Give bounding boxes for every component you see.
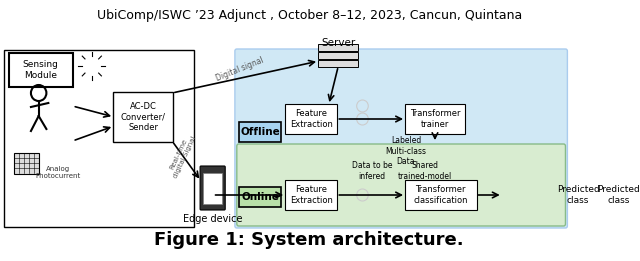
Text: Predicted
class: Predicted class bbox=[597, 185, 640, 205]
FancyBboxPatch shape bbox=[239, 122, 282, 142]
Text: Analog
Photocurrent: Analog Photocurrent bbox=[35, 167, 81, 180]
Text: Transformer
classification: Transformer classification bbox=[413, 185, 468, 205]
Text: AC-DC
Converter/
Sender: AC-DC Converter/ Sender bbox=[120, 102, 166, 132]
Text: Labeled
Multi-class
Data: Labeled Multi-class Data bbox=[385, 136, 426, 166]
FancyBboxPatch shape bbox=[405, 180, 477, 210]
Text: Transformer
trainer: Transformer trainer bbox=[410, 109, 460, 129]
Text: Sensing
Module: Sensing Module bbox=[22, 60, 58, 80]
Text: UbiComp/ISWC ’23 Adjunct , October 8–12, 2023, Cancun, Quintana: UbiComp/ISWC ’23 Adjunct , October 8–12,… bbox=[97, 9, 522, 22]
FancyBboxPatch shape bbox=[235, 49, 568, 228]
FancyBboxPatch shape bbox=[285, 180, 337, 210]
Text: Feature
Extraction: Feature Extraction bbox=[290, 109, 333, 129]
Text: Digital signal: Digital signal bbox=[214, 55, 265, 83]
Text: Offline: Offline bbox=[240, 127, 280, 137]
Text: Figure 1: System architecture.: Figure 1: System architecture. bbox=[154, 231, 464, 249]
FancyBboxPatch shape bbox=[285, 104, 337, 134]
FancyBboxPatch shape bbox=[200, 166, 225, 210]
FancyBboxPatch shape bbox=[319, 51, 358, 58]
FancyBboxPatch shape bbox=[9, 53, 74, 87]
Text: Predicted
class: Predicted class bbox=[557, 185, 600, 205]
FancyBboxPatch shape bbox=[319, 60, 358, 67]
Text: Shared
trained-model: Shared trained-model bbox=[398, 161, 452, 181]
FancyBboxPatch shape bbox=[204, 173, 222, 204]
FancyBboxPatch shape bbox=[14, 152, 39, 174]
Circle shape bbox=[84, 58, 100, 74]
Text: Edge device: Edge device bbox=[183, 214, 243, 224]
FancyBboxPatch shape bbox=[239, 187, 282, 207]
Text: Data to be
infered: Data to be infered bbox=[352, 161, 392, 181]
FancyBboxPatch shape bbox=[237, 144, 566, 226]
FancyBboxPatch shape bbox=[4, 50, 195, 227]
FancyBboxPatch shape bbox=[113, 92, 173, 142]
Text: Feature
Extraction: Feature Extraction bbox=[290, 185, 333, 205]
Text: Server: Server bbox=[321, 38, 355, 48]
Text: Real-time
digital Signal: Real-time digital Signal bbox=[166, 133, 197, 179]
FancyBboxPatch shape bbox=[319, 44, 358, 50]
FancyBboxPatch shape bbox=[405, 104, 465, 134]
Text: Online: Online bbox=[241, 192, 279, 202]
